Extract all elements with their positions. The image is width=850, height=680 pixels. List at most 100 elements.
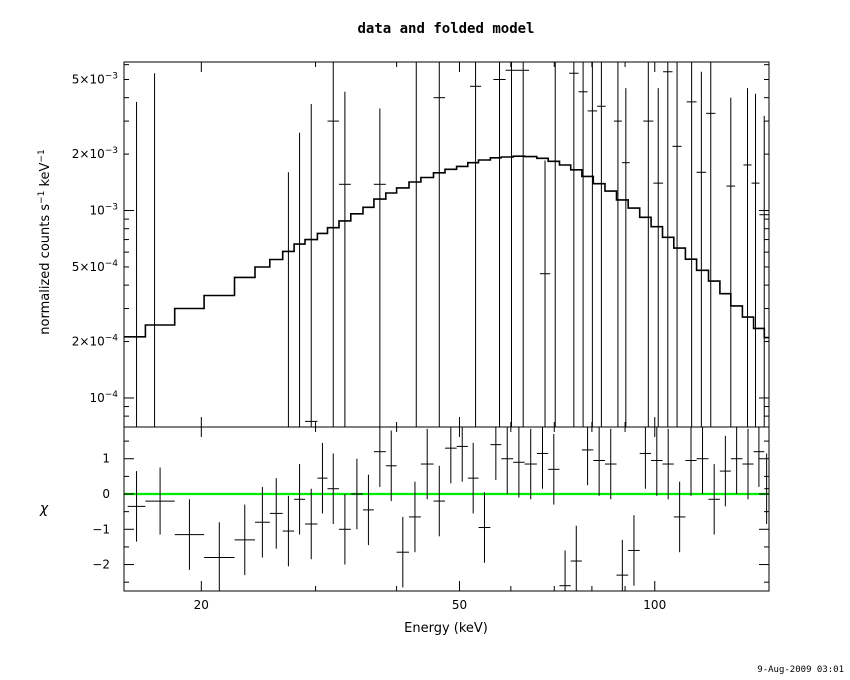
data-point xyxy=(327,62,339,427)
residual-point xyxy=(409,481,421,553)
y-axis-label: normalized counts s−1 keV−1 xyxy=(37,149,53,334)
y-tick-label: 5×10−4 xyxy=(72,259,119,274)
data-point xyxy=(672,62,682,427)
residual-point xyxy=(456,427,468,482)
data-point xyxy=(305,104,318,427)
residual-point xyxy=(604,428,617,500)
residual-point xyxy=(420,428,434,500)
residual-point xyxy=(433,465,446,537)
data-point xyxy=(759,115,769,427)
residual-point xyxy=(548,434,560,505)
chi-tick-label: 1 xyxy=(102,452,110,466)
data-point xyxy=(643,62,654,427)
residual-point xyxy=(651,427,663,496)
residual-frame xyxy=(123,426,770,592)
y-tick-label: 10−4 xyxy=(89,390,118,405)
residual-point xyxy=(536,427,549,489)
y-tick-label: 10−3 xyxy=(89,203,118,218)
spectrum-panel: 10−4 2×10−4 5×10−4 10−3 2×10−3 5×10−3 normali… xyxy=(37,61,770,428)
residual-panel: −2 −1 0 1 20 50 100 χ Energy (keV) xyxy=(39,62,770,636)
y-tick-label: 2×10−4 xyxy=(72,334,119,349)
data-point xyxy=(410,61,423,427)
data-point xyxy=(373,108,386,427)
data-point xyxy=(505,62,518,427)
model-step-path xyxy=(124,155,769,339)
data-points xyxy=(127,61,769,428)
data-point xyxy=(696,71,707,427)
residual-point xyxy=(478,492,491,563)
residual-points xyxy=(127,427,769,591)
residual-point xyxy=(282,495,295,567)
data-point xyxy=(539,160,551,427)
residual-point xyxy=(174,499,205,570)
residual-point xyxy=(708,464,720,535)
residual-point xyxy=(524,428,537,500)
residual-point xyxy=(685,427,697,496)
data-point xyxy=(653,88,664,427)
residual-point xyxy=(396,516,410,588)
data-point xyxy=(743,88,752,427)
residual-point xyxy=(764,453,769,524)
residual-point xyxy=(639,427,652,489)
data-point xyxy=(469,62,482,427)
chi-tick-label: 0 xyxy=(102,487,110,501)
data-point xyxy=(726,97,736,427)
data-point xyxy=(145,73,164,428)
residual-point xyxy=(501,427,514,495)
residual-point xyxy=(696,427,709,495)
data-point xyxy=(578,62,588,427)
residual-point xyxy=(327,453,339,524)
x-tick-label: 20 xyxy=(194,598,209,612)
residual-point xyxy=(662,428,674,500)
data-point xyxy=(751,93,760,427)
data-point xyxy=(706,62,716,427)
data-point xyxy=(686,62,697,427)
chart-title: data and folded model xyxy=(357,21,534,37)
data-point xyxy=(433,62,446,427)
residual-point xyxy=(559,550,571,591)
residual-point xyxy=(616,539,629,591)
chi-axis-label: χ xyxy=(39,501,49,517)
data-point xyxy=(517,62,530,427)
residual-point xyxy=(581,427,594,486)
residual-point xyxy=(719,435,731,507)
residual-point xyxy=(204,522,235,591)
data-point xyxy=(550,61,561,427)
residual-point xyxy=(730,427,743,495)
x-tick-label: 100 xyxy=(643,598,666,612)
residual-point xyxy=(673,481,686,553)
y-tick-label: 5×10−3 xyxy=(72,72,118,87)
data-point xyxy=(587,62,598,427)
residual-point xyxy=(127,471,146,542)
chi-tick-label: −2 xyxy=(92,558,110,572)
data-point xyxy=(294,132,306,428)
residual-point xyxy=(255,486,270,558)
residual-point xyxy=(373,427,386,487)
residual-point xyxy=(338,494,351,565)
residual-point xyxy=(305,488,318,560)
data-point xyxy=(663,62,673,427)
residual-point xyxy=(234,504,256,576)
data-point xyxy=(621,88,630,427)
data-point xyxy=(493,62,506,427)
residual-point xyxy=(362,474,374,546)
residual-point xyxy=(513,427,525,498)
data-point xyxy=(613,62,622,427)
x-tick-label: 50 xyxy=(452,598,467,612)
data-point xyxy=(338,91,351,427)
residual-point xyxy=(593,427,605,496)
data-point xyxy=(569,62,579,427)
y-tick-label: 2×10−3 xyxy=(72,146,118,161)
data-point xyxy=(282,172,295,428)
residual-point xyxy=(742,428,754,500)
residual-point xyxy=(294,464,306,535)
residual-point xyxy=(445,427,457,484)
residual-point xyxy=(753,427,765,487)
spectrum-frame xyxy=(123,61,770,428)
residual-point xyxy=(145,467,175,535)
residual-point xyxy=(350,458,363,530)
residual-point xyxy=(317,442,328,514)
data-point xyxy=(597,62,606,427)
residual-point xyxy=(628,515,640,586)
